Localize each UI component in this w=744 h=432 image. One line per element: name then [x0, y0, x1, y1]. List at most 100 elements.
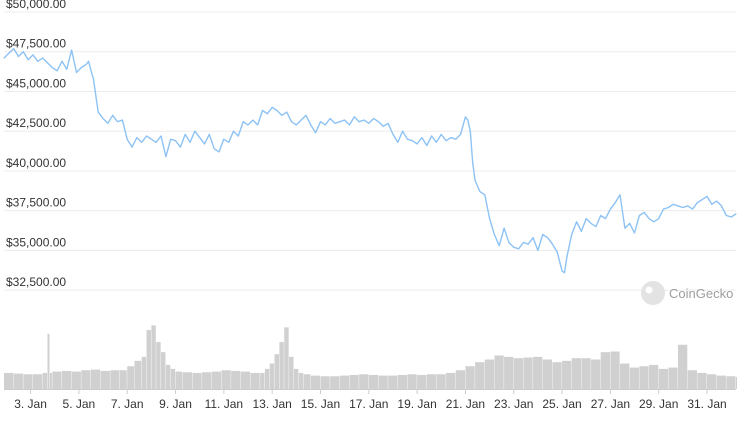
- price-point: [223, 138, 225, 140]
- price-point: [315, 132, 317, 134]
- price-point: [687, 205, 689, 207]
- volume-bar: [368, 374, 379, 389]
- price-point: [252, 119, 254, 121]
- volume-bar: [359, 374, 369, 389]
- price-point: [563, 272, 565, 274]
- volume-bar: [47, 334, 50, 389]
- x-tick-label: 11. Jan: [205, 397, 243, 411]
- volume-bar: [127, 366, 135, 389]
- price-point: [467, 119, 469, 121]
- price-point: [503, 227, 505, 229]
- price-point: [431, 135, 433, 137]
- price-point: [382, 125, 384, 127]
- volume-bar: [71, 371, 81, 389]
- volume-bar: [49, 372, 52, 389]
- volume-bar: [100, 370, 110, 389]
- price-point: [653, 221, 655, 223]
- volume-bar: [330, 376, 340, 389]
- price-point: [90, 70, 92, 72]
- volume-bar: [303, 374, 311, 389]
- volume-bar: [600, 352, 610, 389]
- volume-bar: [42, 372, 48, 389]
- price-point: [421, 137, 423, 139]
- price-point: [218, 151, 220, 153]
- price-point: [339, 121, 341, 123]
- x-tick-label: 31. Jan: [687, 397, 726, 411]
- x-tick-label: 3. Jan: [14, 397, 47, 411]
- price-point: [411, 140, 413, 142]
- volume-bar: [562, 360, 572, 389]
- price-point: [184, 133, 186, 135]
- x-tick-label: 25. Jan: [542, 397, 581, 411]
- price-point: [271, 106, 273, 108]
- price-point: [542, 234, 544, 236]
- volume-bar: [533, 356, 543, 389]
- volume-bar: [32, 374, 43, 389]
- price-point: [464, 116, 466, 118]
- volume-bar: [260, 372, 265, 389]
- price-point: [117, 121, 119, 123]
- price-point: [460, 133, 462, 135]
- y-tick-label: $35,000.00: [6, 235, 66, 249]
- price-point: [537, 249, 539, 251]
- price-point: [663, 208, 665, 210]
- price-point: [319, 121, 321, 123]
- price-point: [479, 191, 481, 193]
- price-point: [484, 194, 486, 196]
- volume-bar: [465, 366, 475, 389]
- price-point: [213, 148, 215, 150]
- price-point: [672, 203, 674, 205]
- watermark-label: CoinGecko: [669, 286, 733, 301]
- price-point: [547, 237, 549, 239]
- price-point: [281, 114, 283, 116]
- price-point: [107, 122, 109, 124]
- price-point: [450, 137, 452, 139]
- volume-bar: [494, 355, 504, 389]
- x-tick-label: 19. Jan: [397, 397, 436, 411]
- price-point: [682, 207, 684, 209]
- volume-bar: [202, 372, 212, 389]
- volume-bar: [250, 372, 260, 389]
- volume-bar: [339, 375, 350, 389]
- price-point: [735, 213, 737, 215]
- volume-bar: [175, 371, 183, 389]
- x-tick-label: 17. Jan: [349, 397, 388, 411]
- y-tick-label: $40,000.00: [6, 156, 66, 170]
- volume-bar: [639, 366, 649, 389]
- price-point: [609, 208, 611, 210]
- price-point: [353, 116, 355, 118]
- volume-bar: [687, 370, 697, 389]
- price-point: [566, 256, 568, 258]
- price-point: [440, 133, 442, 135]
- volume-bar: [610, 351, 620, 389]
- volume-bar: [289, 356, 294, 389]
- price-point: [295, 124, 297, 126]
- price-point: [629, 222, 631, 224]
- price-point: [692, 208, 694, 210]
- price-point: [576, 221, 578, 223]
- price-point: [455, 138, 457, 140]
- price-point: [121, 119, 123, 121]
- volume-bar: [320, 376, 330, 389]
- price-point: [208, 133, 210, 135]
- volume-bar: [182, 372, 193, 389]
- x-tick-label: 21. Jan: [446, 397, 485, 411]
- y-tick-label: $47,500.00: [6, 37, 66, 51]
- grid-lines: [4, 11, 736, 291]
- price-point: [131, 146, 133, 148]
- price-point: [522, 241, 524, 243]
- price-point: [532, 237, 534, 239]
- volume-bar: [165, 364, 171, 389]
- price-point: [368, 122, 370, 124]
- price-point: [600, 214, 602, 216]
- price-point: [561, 270, 563, 272]
- price-point: [66, 68, 68, 70]
- price-point: [696, 202, 698, 204]
- price-point: [498, 245, 500, 247]
- price-point: [416, 143, 418, 145]
- volume-bar: [349, 374, 359, 389]
- price-point: [402, 130, 404, 132]
- price-point: [348, 124, 350, 126]
